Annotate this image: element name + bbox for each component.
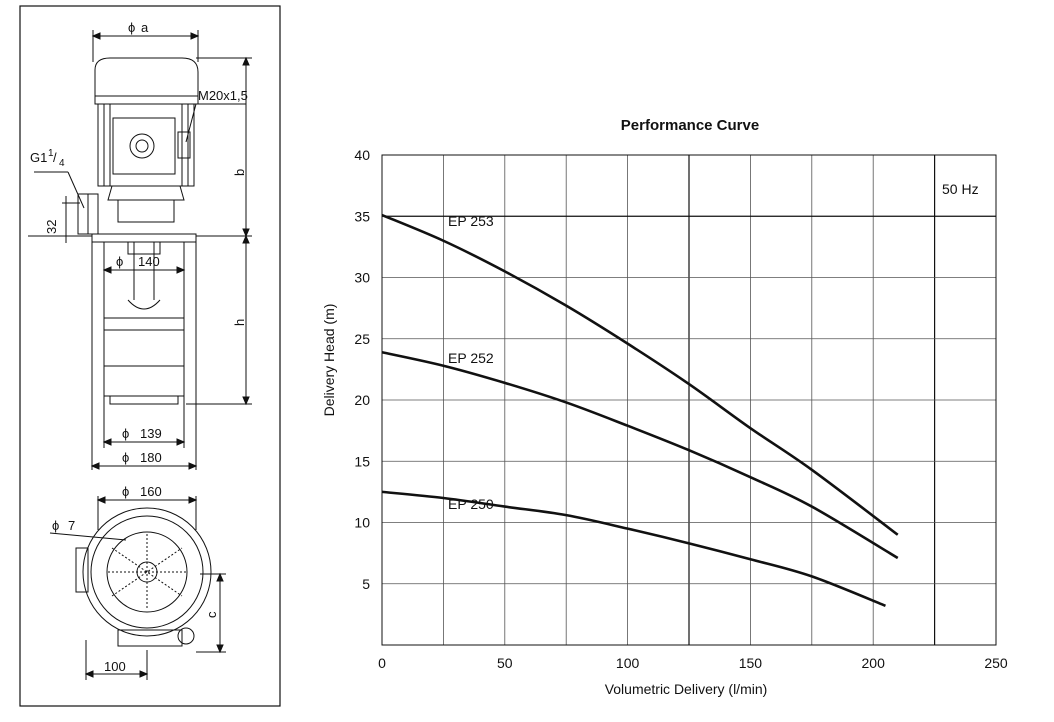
dim-140-symbol: ϕ: [116, 254, 123, 269]
dim-139-symbol: ϕ: [122, 426, 129, 441]
y-tick-label: 20: [354, 392, 370, 408]
chart-labels: EP 253 EP 252 EP 250: [448, 213, 494, 512]
dim-180-label: 180: [140, 450, 162, 465]
dim-160-label: 160: [140, 484, 162, 499]
dim-g-fraction-numerator: 1: [48, 148, 54, 159]
x-tick-label: 0: [378, 655, 386, 671]
chart-ticks: 0 50 100 150 200 250 5 10 15 20 25 30 35 40: [354, 147, 1007, 671]
dim-139-label: 139: [140, 426, 162, 441]
y-axis-label: Delivery Head (m): [321, 304, 337, 417]
dim-32-label: 32: [44, 220, 59, 234]
dim-g-label: G1: [30, 150, 47, 165]
y-tick-label: 35: [354, 208, 370, 224]
y-tick-label: 40: [354, 147, 370, 163]
dim-g-fraction-slash: /: [53, 150, 57, 165]
chart-title: Performance Curve: [621, 117, 759, 134]
series-line-ep-253: [381, 213, 899, 536]
drawing-frame: [19, 5, 281, 707]
dim-140-label: 140: [138, 254, 160, 269]
series-line-ep-252: [381, 350, 899, 560]
y-tick-label: 10: [354, 515, 370, 531]
x-tick-label: 200: [862, 655, 886, 671]
x-tick-label: 100: [616, 655, 640, 671]
frequency-annotation: 50 Hz: [942, 181, 979, 197]
dim-h-label: h: [232, 319, 247, 326]
dim-c-label: c: [204, 611, 219, 618]
dim-thread-label: M20x1,5: [198, 88, 248, 103]
y-tick-label: 30: [354, 270, 370, 286]
y-tick-label: 5: [362, 576, 370, 592]
dim-7-label: 7: [68, 518, 75, 533]
dim-g-fraction-denominator: 4: [59, 158, 65, 169]
x-tick-label: 250: [984, 655, 1008, 671]
x-tick-label: 150: [739, 655, 763, 671]
dim-a-diameter-symbol: ϕ: [128, 20, 135, 35]
dim-a-label: a: [141, 20, 149, 35]
chart-grid: [381, 154, 997, 646]
chart-series: [381, 213, 899, 608]
y-tick-label: 25: [354, 331, 370, 347]
series-label-ep-250: EP 250: [448, 496, 494, 512]
pump-technical-drawing: ϕ a M20x1,5 G1 1 / 4 32 b h ϕ 140 ϕ 139 …: [19, 5, 281, 707]
plot-frame: [381, 154, 997, 646]
dim-7-symbol: ϕ: [52, 518, 59, 533]
x-axis-label: Volumetric Delivery (l/min): [605, 681, 768, 697]
dim-b-label: b: [232, 169, 247, 176]
y-tick-label: 15: [354, 453, 370, 469]
series-label-ep-252: EP 252: [448, 350, 494, 366]
dim-180-symbol: ϕ: [122, 450, 129, 465]
series-line-ep-250: [381, 490, 886, 608]
series-label-ep-253: EP 253: [448, 213, 494, 229]
dim-100-label: 100: [104, 659, 126, 674]
x-tick-label: 50: [497, 655, 513, 671]
dim-160-symbol: ϕ: [122, 484, 129, 499]
